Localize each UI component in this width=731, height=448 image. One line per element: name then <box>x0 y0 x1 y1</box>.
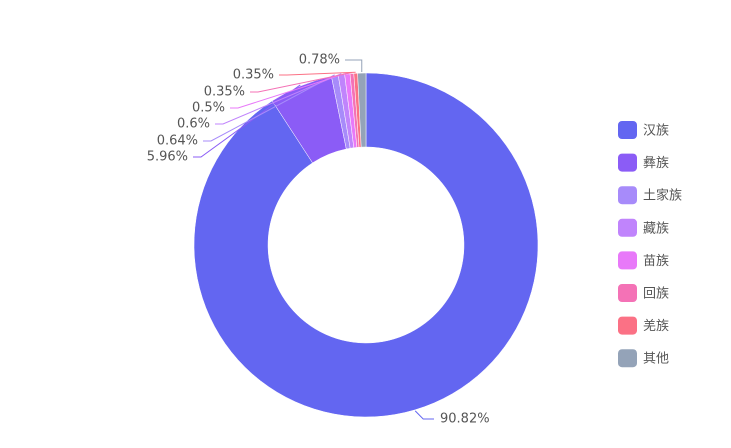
legend-label[interactable]: 羌族 <box>643 318 669 334</box>
label-line <box>203 74 335 142</box>
legend-swatch[interactable] <box>618 121 637 139</box>
data-label: 0.35% <box>233 68 274 83</box>
legend-label[interactable]: 回族 <box>643 286 669 302</box>
legend-swatch[interactable] <box>618 251 637 270</box>
data-label: 90.82% <box>440 412 490 427</box>
legend-label[interactable]: 彝族 <box>643 155 669 171</box>
legend-swatch[interactable] <box>618 316 637 335</box>
label-line <box>193 84 301 158</box>
legend-swatch[interactable] <box>618 284 637 302</box>
donut-slice <box>357 72 367 148</box>
data-label: 0.6% <box>177 117 210 132</box>
label-line <box>230 72 348 109</box>
data-label: 0.78% <box>299 53 340 68</box>
label-line <box>345 59 363 73</box>
data-label: 0.5% <box>192 101 225 116</box>
legend-label[interactable]: 藏族 <box>643 220 669 236</box>
label-line <box>215 73 342 125</box>
data-label: 0.64% <box>157 134 198 149</box>
data-label: 0.35% <box>204 85 245 100</box>
legend-swatch[interactable] <box>618 218 637 237</box>
donut-slice <box>193 72 539 418</box>
legend-swatch[interactable] <box>618 349 637 368</box>
legend-swatch[interactable] <box>618 186 637 205</box>
label-line <box>414 410 434 420</box>
legend-label[interactable]: 苗族 <box>643 253 669 269</box>
label-line <box>279 71 356 76</box>
legend-label[interactable]: 土家族 <box>643 188 682 204</box>
label-line <box>250 72 352 93</box>
legend-swatch[interactable] <box>618 153 637 172</box>
legend-label[interactable]: 其他 <box>643 352 669 367</box>
data-label: 5.96% <box>147 150 188 165</box>
legend-label[interactable]: 汉族 <box>643 123 669 139</box>
